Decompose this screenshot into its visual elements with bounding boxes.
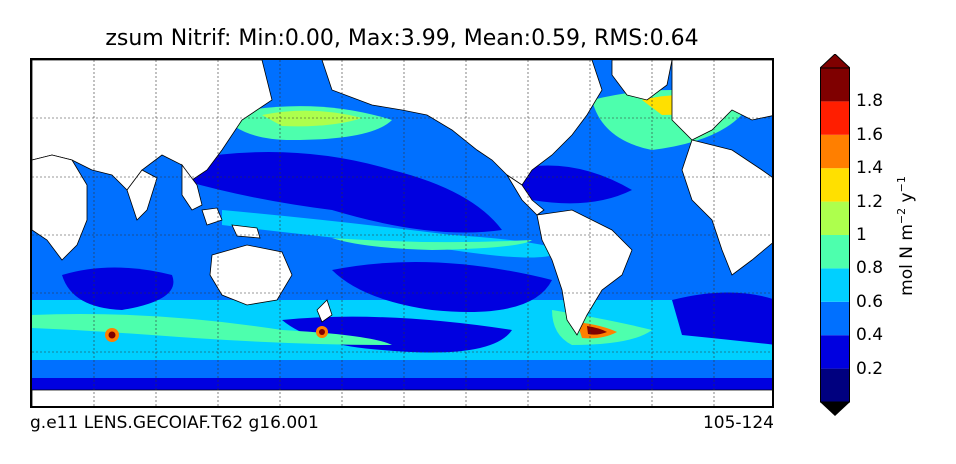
colorbar-level-4 xyxy=(820,235,850,269)
new-zealand xyxy=(316,299,333,323)
greenland xyxy=(611,60,673,101)
colorbar-level-3 xyxy=(820,268,850,302)
colorbar-level-5 xyxy=(820,201,850,235)
unit-mid: y xyxy=(896,192,917,208)
colorbar-level-9 xyxy=(820,68,850,102)
colorbar-tick-2: 0.6 xyxy=(856,291,884,312)
colorbar-tick-7: 1.6 xyxy=(856,124,884,145)
unit-exp-1: −2 xyxy=(895,207,909,225)
eurasia-east xyxy=(671,60,772,141)
colorbar-tick-3: 0.8 xyxy=(856,258,884,279)
colorbar-tick-0: 0.2 xyxy=(856,358,884,379)
colorbar-tick-5: 1.2 xyxy=(856,191,884,212)
colorbar-frame xyxy=(820,67,850,403)
colorbar-level-2 xyxy=(820,301,850,336)
colorbar-tick-6: 1.4 xyxy=(856,158,884,179)
borneo xyxy=(201,207,223,226)
land-masses xyxy=(32,60,772,406)
colorbar-extend-min xyxy=(820,402,850,416)
colorbar-level-1 xyxy=(820,335,850,369)
africa xyxy=(32,154,88,261)
antarctica xyxy=(32,389,772,406)
patagonia-red xyxy=(587,326,607,335)
equatorial-green xyxy=(332,238,532,250)
north-atlantic-gyre xyxy=(512,165,632,204)
africa-east xyxy=(681,139,772,276)
north-pacific-high-yg xyxy=(262,110,362,127)
colorbar-level-0 xyxy=(820,368,850,402)
india xyxy=(126,169,158,221)
colorbar-extend-max xyxy=(820,54,850,69)
gridlines xyxy=(32,60,772,406)
ocean-map xyxy=(30,58,774,408)
central-america xyxy=(506,174,545,216)
run-id-label: g.e11 LENS.GECOIAF.T62 g16.001 xyxy=(30,413,319,433)
south-pacific-gyre xyxy=(332,262,552,312)
kerguelen-core xyxy=(108,331,116,339)
southern-ocean-green xyxy=(32,314,392,345)
colorbar-level-8 xyxy=(820,101,850,135)
south-atlantic-gyre xyxy=(672,292,772,345)
nz-core xyxy=(319,329,325,335)
unit-exp-2: −1 xyxy=(895,176,909,193)
colorbar-tick-8: 1.8 xyxy=(856,91,884,112)
unit-base: mol N m xyxy=(896,224,917,296)
plot-title: zsum Nitrif: Min:0.00, Max:3.99, Mean:0.… xyxy=(105,26,699,51)
colorbar-level-6 xyxy=(820,168,850,202)
south-america xyxy=(536,209,633,336)
map-canvas xyxy=(32,60,772,406)
year-range-label: 105-124 xyxy=(702,413,774,433)
indian-gyre xyxy=(62,267,174,310)
se-asia xyxy=(181,163,203,211)
colorbar-level-7 xyxy=(820,134,850,169)
colorbar-unit-label: mol N m−2 y−1 xyxy=(895,176,917,296)
colorbar xyxy=(820,54,850,416)
colorbar-tick-4: 1 xyxy=(856,225,867,245)
australia xyxy=(209,244,293,306)
colorbar-tick-1: 0.4 xyxy=(856,325,884,346)
